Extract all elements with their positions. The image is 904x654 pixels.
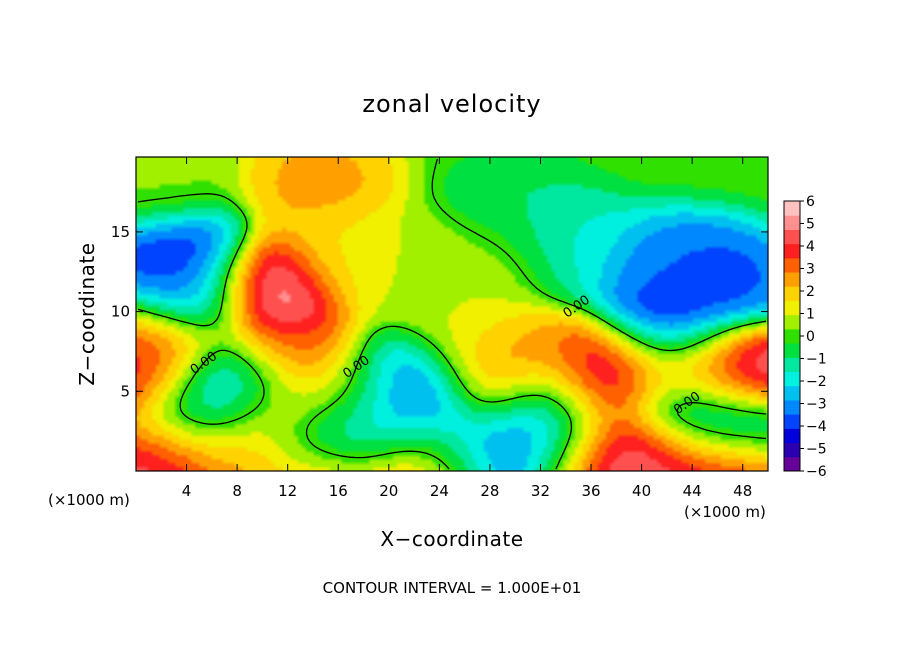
colorbar-label: 5 (806, 217, 815, 233)
colorbar-cell (784, 243, 800, 259)
x-unit-left: (×1000 m) (48, 491, 130, 509)
colorbar-label: −5 (806, 442, 827, 458)
contour-interval-note: CONTOUR INTERVAL = 1.000E+01 (323, 579, 582, 597)
colorbar-cell (784, 414, 800, 429)
colorbar-label: −6 (806, 464, 827, 480)
colorbar-label: 0 (806, 329, 815, 345)
colorbar-labels: 6 5 4 3 2 1 0 −1 −2 −3 −4 −5 −6 (800, 194, 827, 480)
colorbar-cells (784, 201, 800, 472)
x-tick-label: 36 (581, 482, 600, 500)
colorbar-cell (784, 428, 800, 444)
x-tick-label: 48 (733, 482, 752, 500)
colorbar-cell (784, 456, 800, 472)
colorbar-cell (784, 357, 800, 373)
y-tick-label: 5 (120, 382, 130, 400)
colorbar-cell (784, 371, 800, 387)
colorbar-cell (784, 229, 800, 245)
y-tick-label: 10 (111, 303, 130, 321)
chart-title: zonal velocity (362, 90, 541, 118)
y-tick-label: 15 (111, 223, 130, 241)
colorbar: 6 5 4 3 2 1 0 −1 −2 −3 −4 −5 −6 (783, 194, 827, 480)
colorbar-cell (784, 343, 800, 358)
colorbar-label: 2 (806, 284, 815, 300)
y-axis-label: Z−coordinate (75, 242, 99, 385)
colorbar-cell (784, 328, 800, 344)
plot-area: 0.00 0.000.000.00 4 8 12 16 20 24 28 32 36 40 44 48 … (111, 156, 769, 500)
colorbar-label: −2 (806, 374, 827, 390)
colorbar-label: 4 (806, 239, 815, 255)
colorbar-cell (784, 215, 800, 230)
y-ticks: 5 10 15 (111, 223, 768, 400)
colorbar-cell (784, 272, 800, 287)
colorbar-label: 3 (806, 262, 815, 278)
x-tick-label: 16 (329, 482, 348, 500)
x-axis-label: X−coordinate (380, 527, 523, 551)
plot-frame (135, 156, 769, 472)
x-tick-label: 32 (531, 482, 550, 500)
x-ticks: 4 8 12 16 20 24 28 32 36 40 44 48 (182, 157, 752, 500)
x-tick-label: 28 (480, 482, 499, 500)
colorbar-label: 1 (806, 307, 815, 323)
zero-contour-line (137, 158, 767, 470)
colorbar-cell (784, 385, 800, 401)
colorbar-label: −4 (806, 419, 827, 435)
colorbar-cell (784, 201, 800, 216)
x-tick-label: 24 (430, 482, 449, 500)
x-tick-label: 8 (232, 482, 242, 500)
x-tick-label: 44 (683, 482, 702, 500)
colorbar-cell (784, 257, 800, 273)
colorbar-cell (784, 399, 800, 415)
colorbar-label: 6 (806, 194, 815, 210)
heatmap-field (136, 157, 768, 471)
x-tick-label: 20 (379, 482, 398, 500)
colorbar-label: −1 (806, 352, 827, 368)
x-tick-label: 40 (632, 482, 651, 500)
colorbar-cell (784, 442, 800, 458)
x-tick-label: 4 (182, 482, 192, 500)
colorbar-cell (784, 300, 800, 316)
colorbar-cell (784, 286, 800, 301)
x-unit-right: (×1000 m) (684, 503, 766, 521)
colorbar-label: −3 (806, 397, 827, 413)
colorbar-cell (784, 314, 800, 330)
x-tick-label: 12 (278, 482, 297, 500)
